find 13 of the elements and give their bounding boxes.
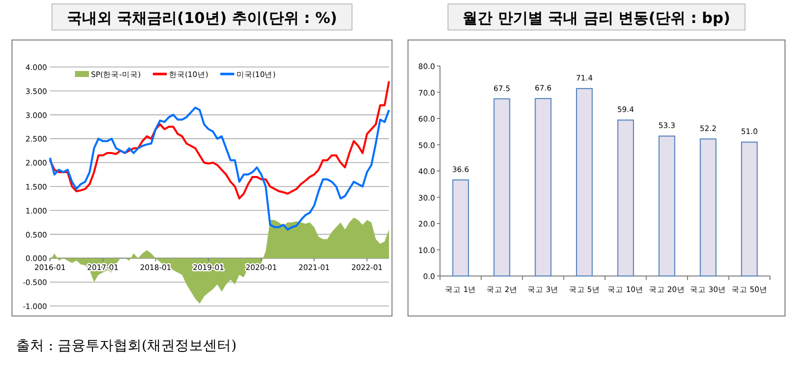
- chart-title: 국내외 국채금리(10년) 추이(단위 : %): [66, 9, 338, 27]
- bar: [452, 179, 469, 276]
- bar: [617, 120, 634, 276]
- bar: [741, 142, 758, 276]
- line-series: [49, 80, 390, 200]
- bar: [494, 98, 510, 276]
- source-note: 출처 : 금융투자협회(채권정보센터): [16, 338, 237, 354]
- bar: [700, 138, 716, 276]
- bar: [576, 88, 593, 276]
- chart-title: 월간 만기별 국내 금리 변동(단위 : bp): [462, 9, 730, 27]
- bar: [534, 98, 552, 276]
- line-series: [49, 106, 390, 231]
- bar: [658, 136, 676, 276]
